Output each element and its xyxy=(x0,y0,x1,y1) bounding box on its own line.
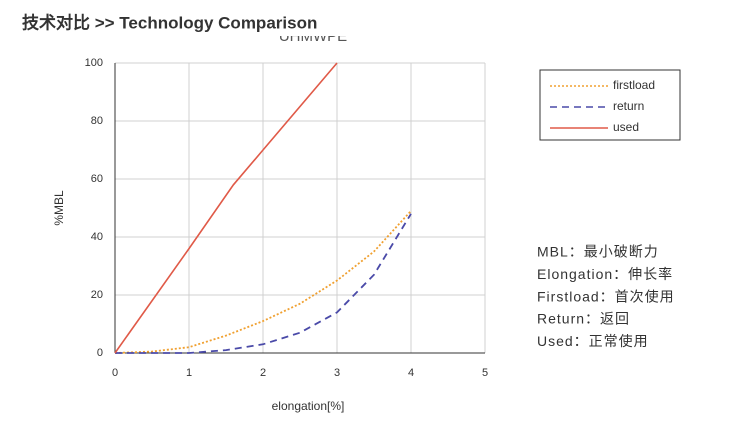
legend-box xyxy=(539,69,681,141)
legend-label: return xyxy=(613,99,644,113)
x-axis-label: elongation[%] xyxy=(272,399,345,413)
header-title: 技术对比 >> Technology Comparison xyxy=(22,12,317,32)
x-tick-label: 2 xyxy=(260,367,266,379)
annotation: Used：正常使用 xyxy=(537,333,649,349)
annotation: Return：返回 xyxy=(537,311,630,327)
x-tick-label: 0 xyxy=(112,367,118,379)
x-tick-label: 1 xyxy=(186,367,192,379)
y-tick-label: 100 xyxy=(85,57,103,69)
annotation: Elongation：伸长率 xyxy=(537,266,673,282)
header-bg xyxy=(0,0,750,36)
legend-label: firstload xyxy=(613,78,655,92)
annotation: Firstload：首次使用 xyxy=(537,288,675,304)
annotation: MBL：最小破断力 xyxy=(537,244,659,260)
y-tick-label: 80 xyxy=(91,115,103,127)
y-axis-label: %MBL xyxy=(52,190,66,226)
y-tick-label: 20 xyxy=(91,289,103,301)
y-tick-label: 60 xyxy=(91,173,103,185)
y-tick-label: 0 xyxy=(97,347,103,359)
legend-label: used xyxy=(613,120,639,134)
line-series xyxy=(114,62,338,354)
y-tick-label: 40 xyxy=(91,231,103,243)
line-series xyxy=(114,210,412,354)
x-tick-label: 5 xyxy=(482,367,488,379)
x-tick-label: 3 xyxy=(334,367,340,379)
x-tick-label: 4 xyxy=(408,367,414,379)
